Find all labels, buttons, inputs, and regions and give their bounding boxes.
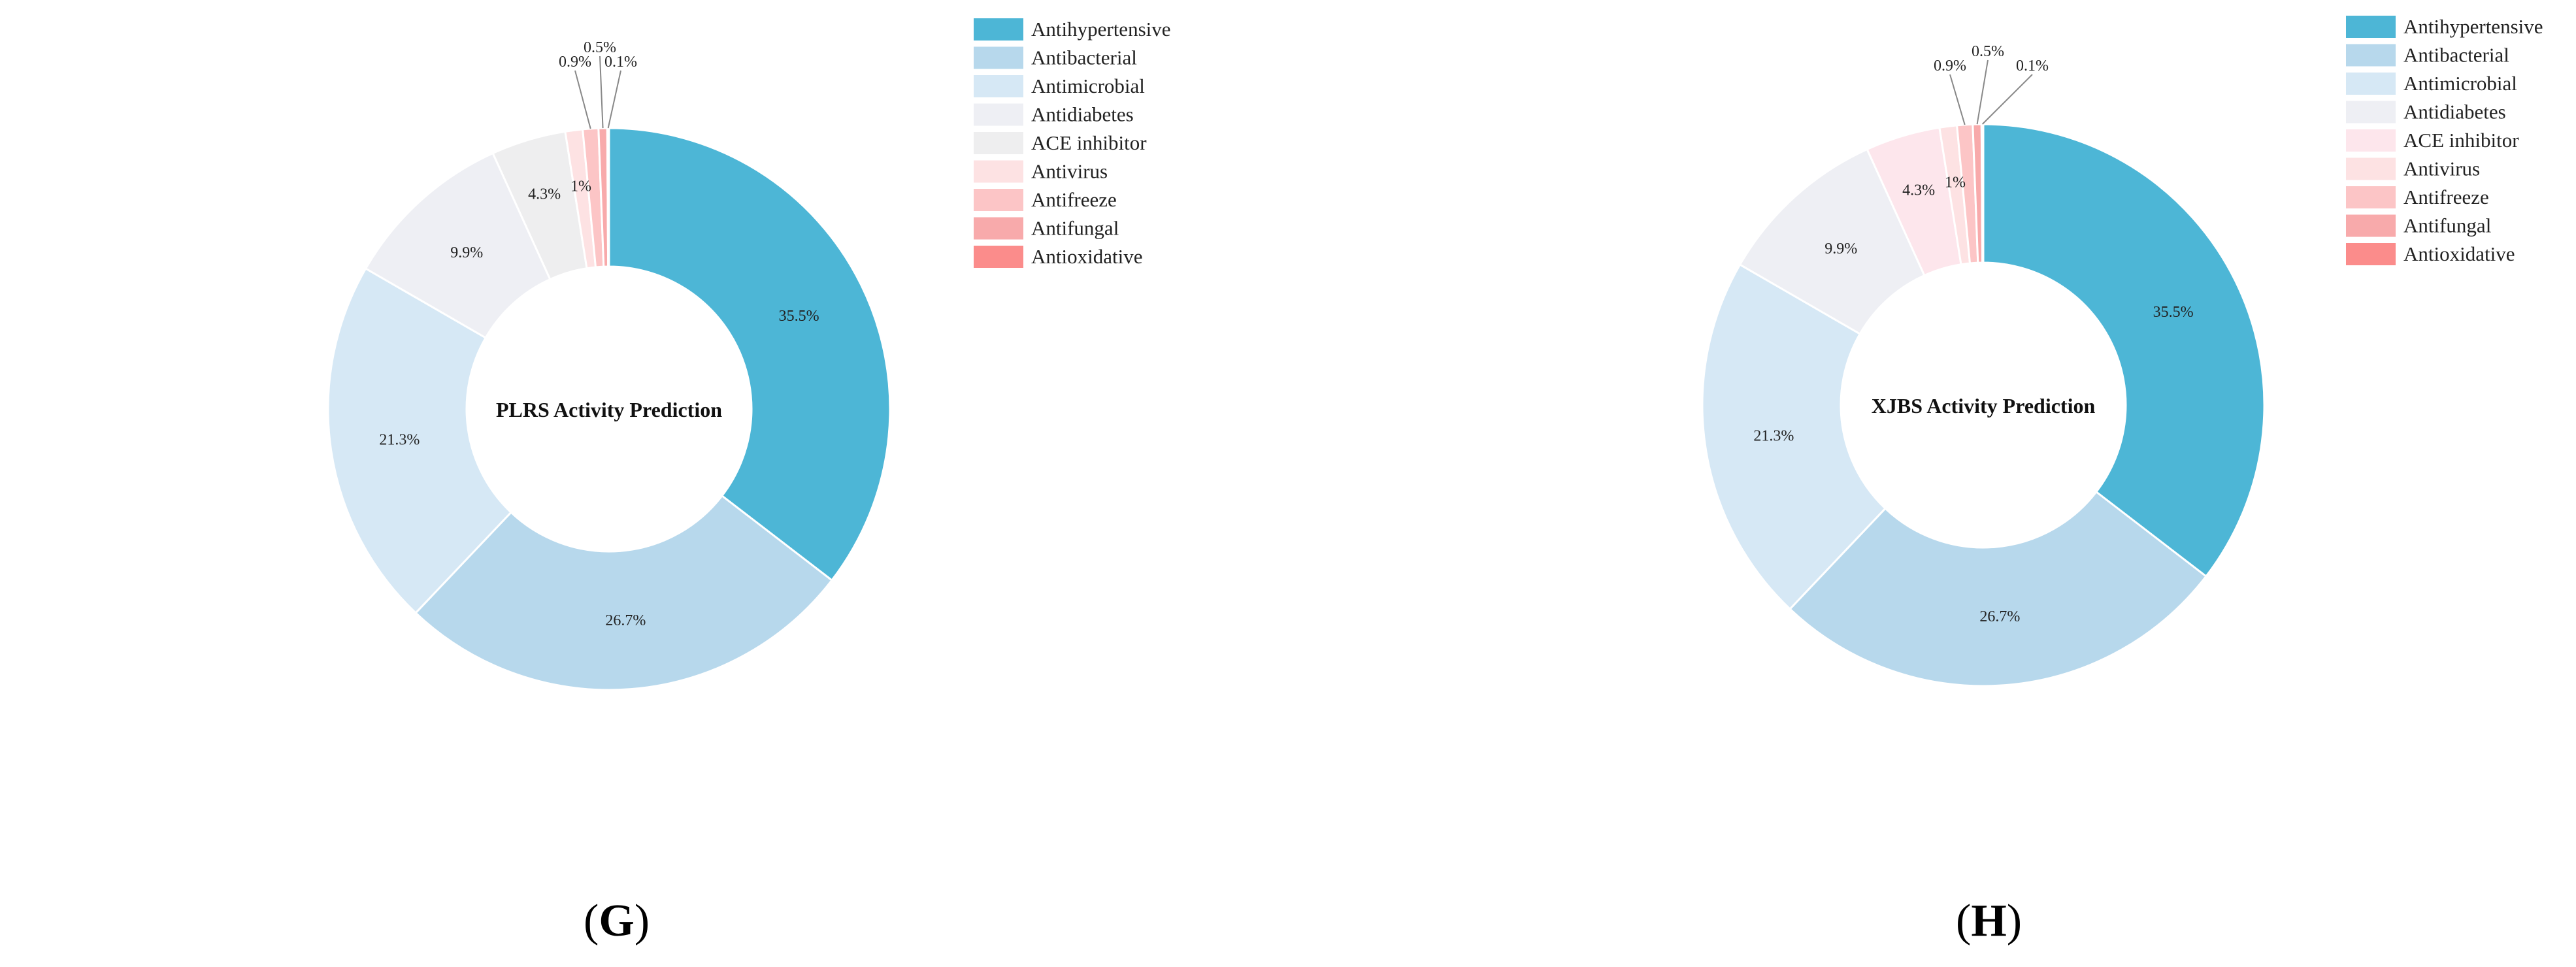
legend-swatch-antivirus xyxy=(2346,157,2396,180)
legend-swatch-antifungal xyxy=(974,217,1023,240)
data-label-antifreeze: 0.9% xyxy=(1934,57,1966,74)
data-label-antimicrobial: 21.3% xyxy=(379,432,420,449)
legend-label-ace-inhibitor: ACE inhibitor xyxy=(1031,131,1147,154)
data-label-antihypertensive: 35.5% xyxy=(2153,304,2194,321)
leader-line-antifungal xyxy=(1976,59,1989,125)
legend: Antihypertensive Antibacterial Antimicrobi… xyxy=(974,18,1171,268)
legend-label-antifreeze: Antifreeze xyxy=(2403,186,2489,208)
slices xyxy=(327,127,891,691)
data-label-ace-inhibitor: 4.3% xyxy=(1902,182,1935,199)
legend-label-antidiabetes: Antidiabetes xyxy=(1031,103,1134,126)
leader-line-antioxidative xyxy=(1981,74,2033,125)
legend-label-antioxidative: Antioxidative xyxy=(2403,242,2515,265)
panel-label-g: (G) xyxy=(584,895,650,947)
slice-antihypertensive xyxy=(1982,123,2266,578)
legend-swatch-antihypertensive xyxy=(974,18,1023,41)
panel-label-h-open: ( xyxy=(1956,896,1972,946)
chart-g: 35.5% 26.7% 21.3% 9.9% 4.3% 1% 0.9%0.5%0.1% Ant… xyxy=(327,18,1171,691)
slice-antioxidative xyxy=(606,127,610,268)
legend-label-antimicrobial: Antimicrobial xyxy=(2403,72,2517,95)
legend-label-antifreeze: Antifreeze xyxy=(1031,188,1117,211)
chart-title: XJBS Activity Prediction xyxy=(1872,394,2096,418)
legend-label-antibacterial: Antibacterial xyxy=(1031,46,1137,69)
data-label-antifreeze: 0.9% xyxy=(559,54,591,71)
panel-label-g-letter: G xyxy=(599,896,635,946)
legend-swatch-antimicrobial xyxy=(974,75,1023,97)
panel-label-h: (H) xyxy=(1956,895,2022,947)
slice-antidiabetes xyxy=(1738,148,1926,336)
leader-line-antifungal xyxy=(599,56,604,129)
data-labels: 35.5% 26.7% 21.3% 9.9% 4.3% 1% 0.9% 0.5% 0.1% xyxy=(1753,43,2193,625)
legend-swatch-antihypertensive xyxy=(2346,16,2396,38)
slice-antibacterial xyxy=(414,494,834,691)
data-label-antihypertensive: 35.5% xyxy=(779,308,819,325)
panel-label-h-close: ) xyxy=(2006,896,2023,946)
legend-label-antihypertensive: Antihypertensive xyxy=(2403,15,2543,38)
data-label-antibacterial: 26.7% xyxy=(605,612,646,629)
legend-swatch-antidiabetes xyxy=(2346,101,2396,123)
panel-label-g-close: ) xyxy=(634,896,650,946)
panel-label-g-open: ( xyxy=(584,896,599,946)
slices xyxy=(1701,123,2266,687)
legend-swatch-antioxidative xyxy=(2346,243,2396,265)
slice-antihypertensive xyxy=(608,127,891,582)
data-label-antidiabetes: 9.9% xyxy=(450,244,483,261)
data-label-antivirus: 1% xyxy=(1945,174,1966,191)
legend-swatch-antibacterial xyxy=(974,46,1023,69)
data-label-antioxidative: 0.1% xyxy=(2016,57,2049,74)
leader-line-antifreeze xyxy=(574,70,591,129)
panel-label-h-letter: H xyxy=(1971,896,2007,946)
data-label-antibacterial: 26.7% xyxy=(1979,608,2020,625)
data-label-antifungal: 0.5% xyxy=(584,39,616,56)
legend-label-antifungal: Antifungal xyxy=(1031,217,1119,240)
data-label-antivirus: 1% xyxy=(570,178,591,195)
slice-antibacterial xyxy=(1789,490,2208,687)
legend-label-antivirus: Antivirus xyxy=(1031,160,1108,183)
data-label-antioxidative: 0.1% xyxy=(604,54,637,71)
legend-swatch-ace-inhibitor xyxy=(2346,129,2396,152)
data-labels: 35.5% 26.7% 21.3% 9.9% 4.3% 1% 0.9%0.5%0.1% xyxy=(379,39,819,629)
slice-antidiabetes xyxy=(364,152,552,340)
legend-label-antibacterial: Antibacterial xyxy=(2403,44,2509,67)
data-label-antifungal: 0.5% xyxy=(1972,43,2004,60)
slice-antimicrobial xyxy=(327,267,513,615)
chart-title: PLRS Activity Prediction xyxy=(496,398,722,421)
data-label-ace-inhibitor: 4.3% xyxy=(528,186,561,203)
legend-swatch-antifreeze xyxy=(974,189,1023,211)
legend: Antihypertensive Antibacterial Antimicrobi… xyxy=(2346,15,2543,265)
legend-swatch-antifreeze xyxy=(2346,186,2396,208)
legend-label-antihypertensive: Antihypertensive xyxy=(1031,18,1171,41)
legend-label-antivirus: Antivirus xyxy=(2403,157,2480,180)
chart-h: 35.5% 26.7% 21.3% 9.9% 4.3% 1% 0.9% 0.5% 0.1% Ant… xyxy=(1701,15,2543,687)
legend-label-antidiabetes: Antidiabetes xyxy=(2403,101,2506,123)
legend-swatch-antibacterial xyxy=(2346,44,2396,67)
legend-swatch-ace-inhibitor xyxy=(974,132,1023,154)
legend-swatch-antimicrobial xyxy=(2346,73,2396,95)
legend-swatch-antifungal xyxy=(2346,214,2396,237)
data-label-antidiabetes: 9.9% xyxy=(1825,240,1857,257)
leader-line-antioxidative xyxy=(607,70,621,129)
legend-label-antifungal: Antifungal xyxy=(2403,214,2491,237)
legend-label-antioxidative: Antioxidative xyxy=(1031,245,1142,268)
legend-label-antimicrobial: Antimicrobial xyxy=(1031,74,1145,97)
legend-label-ace-inhibitor: ACE inhibitor xyxy=(2403,129,2519,152)
legend-swatch-antioxidative xyxy=(974,246,1023,268)
leader-line-antifreeze xyxy=(1949,74,1966,125)
slice-antimicrobial xyxy=(1701,263,1887,611)
legend-swatch-antivirus xyxy=(974,160,1023,183)
data-label-antimicrobial: 21.3% xyxy=(1753,428,1794,445)
slice-antioxidative xyxy=(1980,123,1985,264)
legend-swatch-antidiabetes xyxy=(974,103,1023,126)
